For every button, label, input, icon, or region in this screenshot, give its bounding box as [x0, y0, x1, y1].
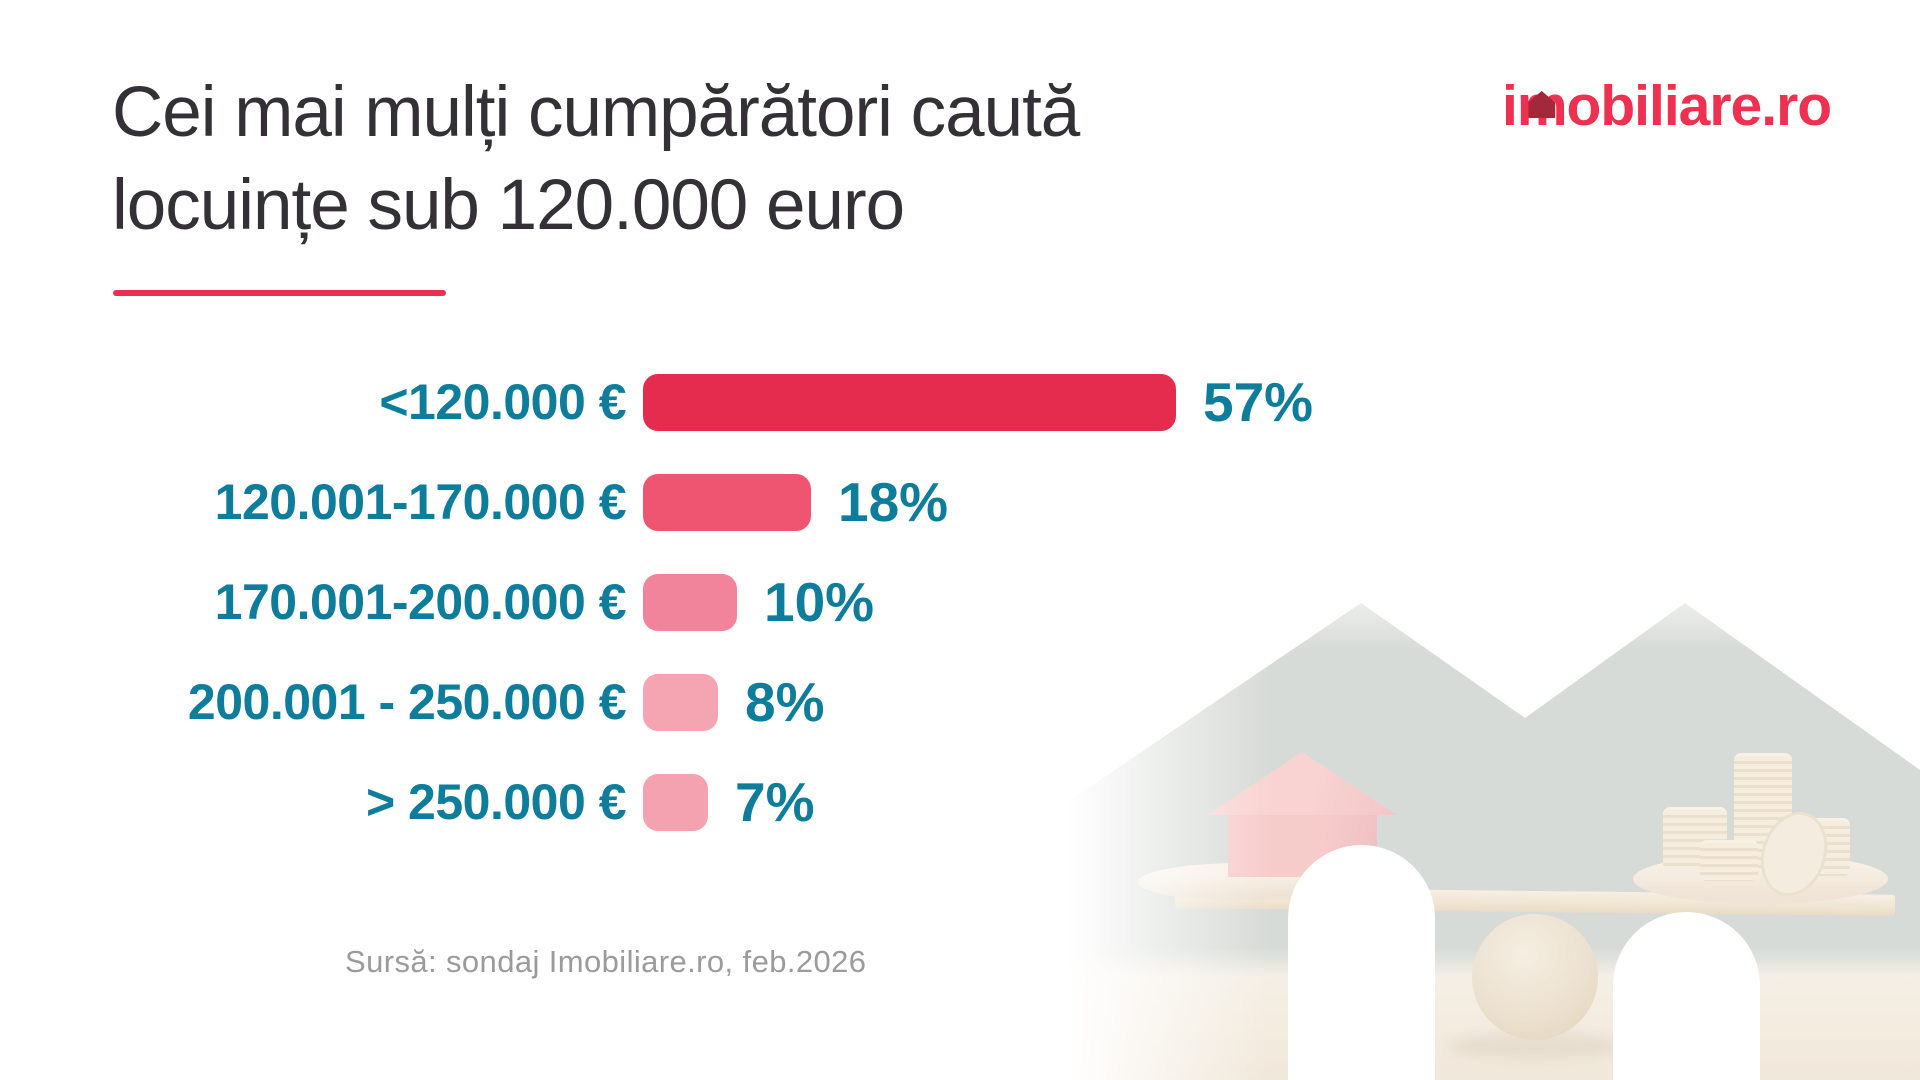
- chart-row: 170.001-200.000 € 10%: [80, 552, 1580, 652]
- category-label: > 250.000 €: [365, 774, 627, 830]
- bar: [643, 673, 718, 731]
- category-label: 170.001-200.000 €: [214, 574, 627, 630]
- value-label: 57%: [1203, 371, 1314, 433]
- brand-logo: imobiliare.ro: [1502, 74, 1833, 138]
- logo-letter-m: m: [1517, 76, 1568, 136]
- arch-shape: [1613, 912, 1760, 1080]
- coin-stack: [1700, 840, 1758, 881]
- value-label: 7%: [735, 771, 815, 833]
- chart-row: 120.001-170.000 € 18%: [80, 452, 1580, 552]
- logo-text-prefix: i: [1502, 74, 1518, 138]
- chart-row: 200.001 - 250.000 € 8%: [80, 652, 1580, 752]
- logo-text-suffix: obiliare.ro: [1566, 74, 1833, 138]
- source-note: Sursă: sondaj Imobiliare.ro, feb.2026: [345, 944, 867, 979]
- page-title-line-2: locuințe sub 120.000 euro: [112, 166, 905, 245]
- category-label: 120.001-170.000 €: [214, 474, 627, 530]
- bar: [643, 573, 737, 631]
- balance-illustration: [1050, 555, 1920, 1080]
- bar-chart: <120.000 € 57% 120.001-170.000 € 18% 170.001…: [80, 352, 1580, 852]
- arch-shape: [1288, 845, 1435, 1080]
- value-label: 18%: [838, 471, 949, 533]
- bar: [643, 773, 708, 831]
- category-label: <120.000 €: [379, 374, 626, 430]
- chart-row: > 250.000 € 7%: [80, 752, 1580, 852]
- value-label: 8%: [745, 671, 825, 733]
- page-title: Cei mai mulți cumpărători caută locuințe…: [112, 66, 1080, 252]
- category-label: 200.001 - 250.000 €: [187, 674, 627, 730]
- chart-row: <120.000 € 57%: [80, 352, 1580, 452]
- bar: [643, 473, 811, 531]
- value-label: 10%: [764, 571, 875, 633]
- title-underline: [113, 290, 446, 296]
- balance-ball: [1472, 914, 1598, 1040]
- top-fade-overlay: [1050, 555, 1920, 650]
- page-title-line-1: Cei mai mulți cumpărători caută: [112, 73, 1080, 152]
- bar: [643, 373, 1176, 431]
